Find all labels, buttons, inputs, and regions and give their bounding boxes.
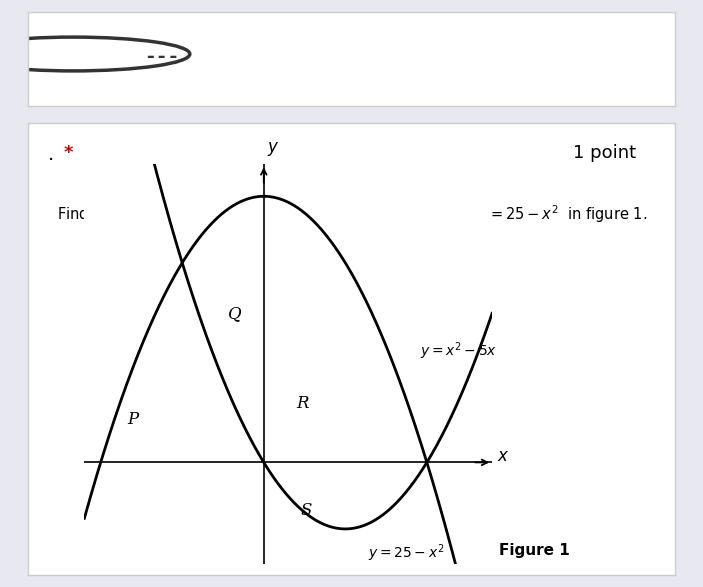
Text: R: R xyxy=(297,396,309,412)
Text: S: S xyxy=(300,502,312,519)
Text: Figure 1: Figure 1 xyxy=(499,543,569,558)
Text: P: P xyxy=(128,411,139,429)
Text: ---: --- xyxy=(145,48,180,66)
Text: 1 point: 1 point xyxy=(573,144,636,161)
Text: x: x xyxy=(497,447,507,465)
Text: $y = x^2 - 5x$: $y = x^2 - 5x$ xyxy=(420,340,498,362)
Text: $y = 25 - x^2$: $y = 25 - x^2$ xyxy=(368,542,444,564)
Text: .: . xyxy=(48,146,53,164)
Text: y: y xyxy=(267,138,277,156)
Text: *: * xyxy=(64,144,73,161)
Text: Q: Q xyxy=(228,305,241,322)
Text: Find the regions bounded by the curves  $y=x^2-5x$  and $y=25-x^2$  in figure 1.: Find the regions bounded by the curves $… xyxy=(57,203,647,224)
